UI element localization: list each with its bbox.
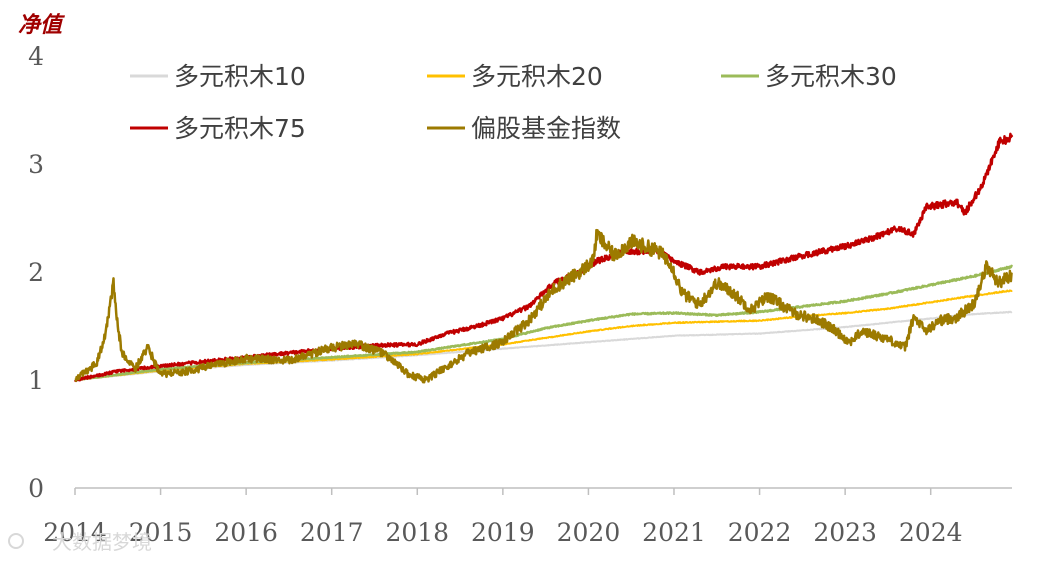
legend-label: 多元积木20 bbox=[471, 62, 603, 91]
x-tick-label: 2023 bbox=[813, 518, 877, 547]
y-tick-label: 0 bbox=[28, 474, 44, 503]
watermark-icon bbox=[8, 533, 24, 549]
x-tick-label: 2022 bbox=[728, 518, 792, 547]
y-tick-label: 3 bbox=[28, 150, 44, 179]
y-tick-label: 1 bbox=[28, 366, 44, 395]
watermark-text: 大数据梦境 bbox=[52, 530, 152, 554]
series-line bbox=[74, 228, 1013, 384]
x-tick-label: 2024 bbox=[899, 518, 963, 547]
legend-label: 偏股基金指数 bbox=[471, 114, 621, 143]
watermark: 大数据梦境 bbox=[8, 530, 152, 554]
x-tick-label: 2019 bbox=[471, 518, 535, 547]
series-line bbox=[73, 132, 1014, 383]
y-tick-label: 2 bbox=[28, 258, 44, 287]
x-tick-label: 2015 bbox=[129, 518, 193, 547]
x-tick-label: 2016 bbox=[214, 518, 278, 547]
y-tick-label: 4 bbox=[28, 42, 44, 71]
legend-label: 多元积木75 bbox=[174, 114, 306, 143]
x-tick-label: 2018 bbox=[385, 518, 449, 547]
x-axis: 2014 2015 2016 2017 2018 2019 2020 2021 2022 2023… bbox=[43, 487, 1012, 547]
y-tick-labels: 0 1 2 3 4 bbox=[28, 42, 44, 503]
x-tick-label: 2017 bbox=[300, 518, 364, 547]
legend-label: 多元积木30 bbox=[765, 62, 897, 91]
x-tick-label: 2014 bbox=[43, 518, 107, 547]
x-tick-label: 2021 bbox=[642, 518, 706, 547]
series-line bbox=[74, 310, 1013, 382]
legend-label: 多元积木10 bbox=[174, 62, 306, 91]
series-lines bbox=[73, 132, 1014, 384]
x-tick-label: 2020 bbox=[557, 518, 621, 547]
y-axis-title: 净值 bbox=[18, 12, 65, 38]
legend: 多元积木10 多元积木20 多元积木30 多元积木75 偏股基金指数 bbox=[130, 62, 897, 143]
